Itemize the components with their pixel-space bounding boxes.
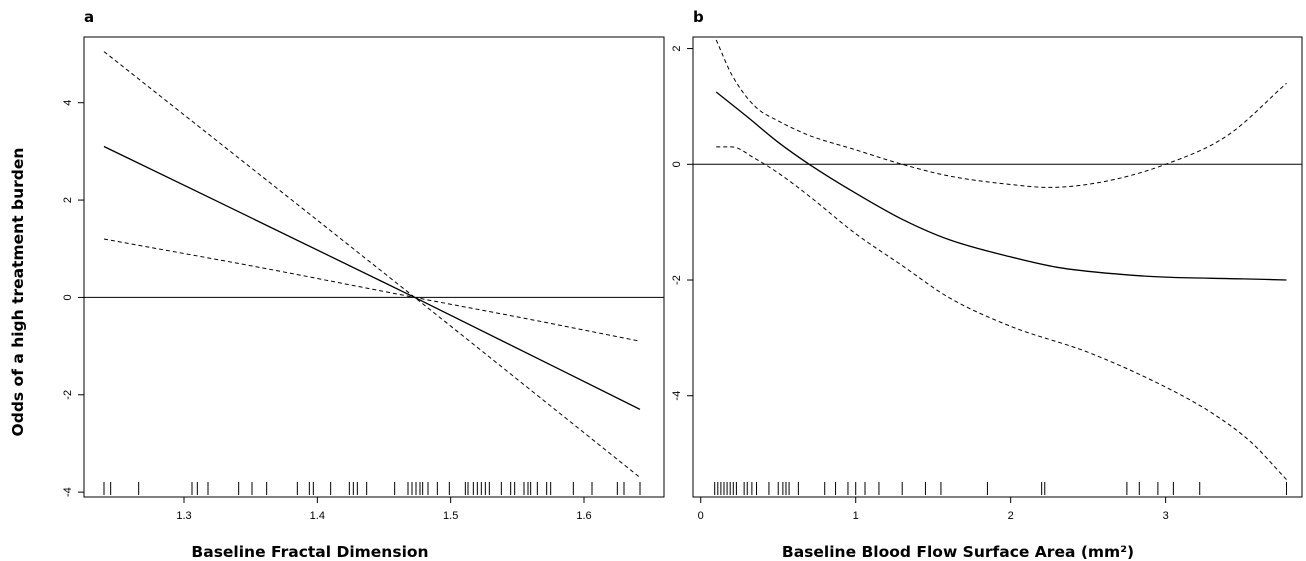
panel-a-y-tick-label: -2 <box>62 390 74 400</box>
panel-a-y-tick-label: -4 <box>62 487 74 497</box>
panel-b-fit-line <box>715 91 1287 281</box>
panel-b-x-tick-label: 2 <box>1008 510 1014 522</box>
panel-b-upper-ci-line <box>715 39 1287 188</box>
panel-b: b Baseline Blood Flow Surface Area (mm²)… <box>671 8 1303 561</box>
panel-b-x-tick-label: 0 <box>698 510 704 522</box>
panel-a-lower-ci-line <box>103 238 641 342</box>
panel-b-lower-ci-line <box>716 146 1287 480</box>
panel-a-x-tick-label: 1.3 <box>176 510 191 522</box>
panel-a: a Odds of a high treatment burden Baseli… <box>9 8 665 561</box>
panel-b-plot-frame <box>692 36 1303 498</box>
panel-a-x-tick-label: 1.4 <box>310 510 325 522</box>
panel-a-y-tick-label: 0 <box>62 294 74 300</box>
panel-a-plot-frame <box>83 36 665 498</box>
panel-a-upper-ci-line <box>103 51 641 478</box>
panel-b-y-tick-label: 0 <box>671 161 683 167</box>
panel-b-x-tick-label: 1 <box>853 510 859 522</box>
panel-b-label: b <box>693 8 704 26</box>
panel-b-y-tick-label: -2 <box>671 275 683 285</box>
panel-a-y-axis-title: Odds of a high treatment burden <box>9 148 27 437</box>
panel-a-x-tick-label: 1.5 <box>443 510 458 522</box>
panel-b-y-tick-label: -4 <box>671 391 683 401</box>
panel-a-x-axis-title: Baseline Fractal Dimension <box>191 543 428 561</box>
panel-b-y-tick-label: 2 <box>671 46 683 52</box>
panel-b-x-axis-title: Baseline Blood Flow Surface Area (mm²) <box>782 543 1134 561</box>
panel-a-y-tick-label: 4 <box>62 100 74 106</box>
panel-b-x-tick-label: 3 <box>1163 510 1169 522</box>
panel-a-fit-line <box>103 145 641 410</box>
panel-a-x-tick-label: 1.6 <box>576 510 591 522</box>
panel-a-y-tick-label: 2 <box>62 197 74 203</box>
panel-a-label: a <box>84 8 94 26</box>
